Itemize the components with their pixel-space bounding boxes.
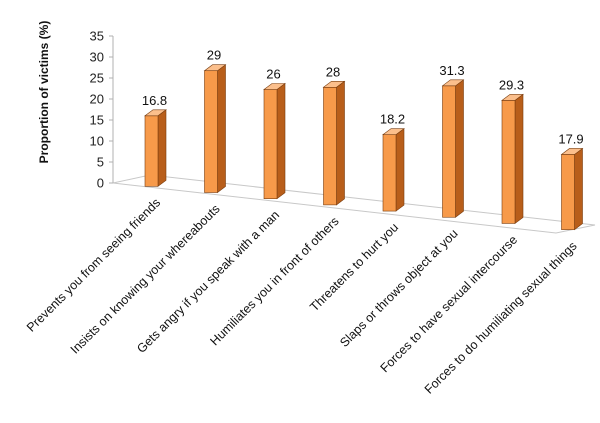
- bar-side: [395, 128, 405, 212]
- y-tick-label: 5: [97, 155, 104, 170]
- data-label: 31.3: [439, 63, 464, 78]
- bar-front: [442, 85, 456, 218]
- bar-front: [204, 70, 218, 193]
- bar: [441, 79, 465, 218]
- bar: [144, 109, 167, 187]
- category-label: Prevents you from seeing friends: [24, 196, 163, 335]
- bar: [203, 64, 227, 194]
- data-label: 26: [266, 67, 280, 82]
- category-label: Forces to have sexual intercourse: [378, 233, 521, 376]
- bar: [560, 147, 584, 231]
- bar: [263, 82, 286, 200]
- y-axis-title: Proportion of victims (%): [37, 21, 51, 164]
- bars: [144, 64, 584, 231]
- bar-side: [276, 82, 286, 200]
- bar-front: [144, 115, 159, 187]
- bar-front: [382, 134, 397, 212]
- category-label: Insists on knowing your whereabouts: [68, 202, 223, 357]
- chart-floor: [112, 174, 596, 234]
- bar-side: [574, 147, 583, 231]
- data-label: 18.2: [380, 112, 405, 127]
- data-labels: 16.8 29 26 28 18.2 31.3 29.3 17.9: [142, 48, 584, 147]
- bar-top: [144, 109, 167, 117]
- bar-side: [455, 79, 464, 218]
- y-tick-label: 15: [90, 113, 104, 128]
- y-tick-label: 35: [90, 29, 104, 44]
- bar-side: [336, 80, 345, 206]
- bar-side: [217, 64, 226, 194]
- bar-front: [263, 89, 278, 200]
- bar-top: [501, 94, 524, 101]
- category-label: Forces to do humiliating sexual things: [422, 239, 580, 397]
- bar-top: [322, 80, 346, 88]
- data-label: 29: [207, 48, 221, 63]
- y-tick-label: 20: [90, 92, 104, 107]
- data-label: 29.3: [499, 77, 524, 92]
- bar-side: [157, 109, 167, 187]
- bar: [382, 128, 405, 212]
- bar-front: [501, 100, 516, 224]
- bar: [501, 93, 524, 225]
- floor-plane: [112, 174, 596, 234]
- y-tick-label: 0: [97, 176, 104, 191]
- bar-top: [560, 148, 584, 155]
- bar-front: [323, 86, 337, 206]
- bar-front: [561, 154, 575, 230]
- bar-top: [203, 64, 227, 72]
- data-label: 28: [326, 64, 340, 79]
- bar-top: [382, 128, 405, 135]
- category-label: Gets angry if you speak with a man: [134, 208, 282, 356]
- category-label: Humiliates you in front of others: [207, 214, 341, 348]
- y-tick-label: 30: [90, 50, 104, 65]
- y-axis: 0 5 10 15 20 25 30 35: [90, 29, 114, 191]
- bar: [322, 80, 346, 206]
- bar-top: [263, 83, 286, 90]
- y-tick-label: 10: [90, 134, 104, 149]
- bar-side: [514, 93, 524, 225]
- category-label: Slaps or throws object at you: [337, 226, 460, 349]
- bar-top: [441, 79, 465, 87]
- data-label: 17.9: [558, 131, 583, 146]
- y-tick-label: 25: [90, 71, 104, 86]
- data-label: 16.8: [142, 93, 167, 108]
